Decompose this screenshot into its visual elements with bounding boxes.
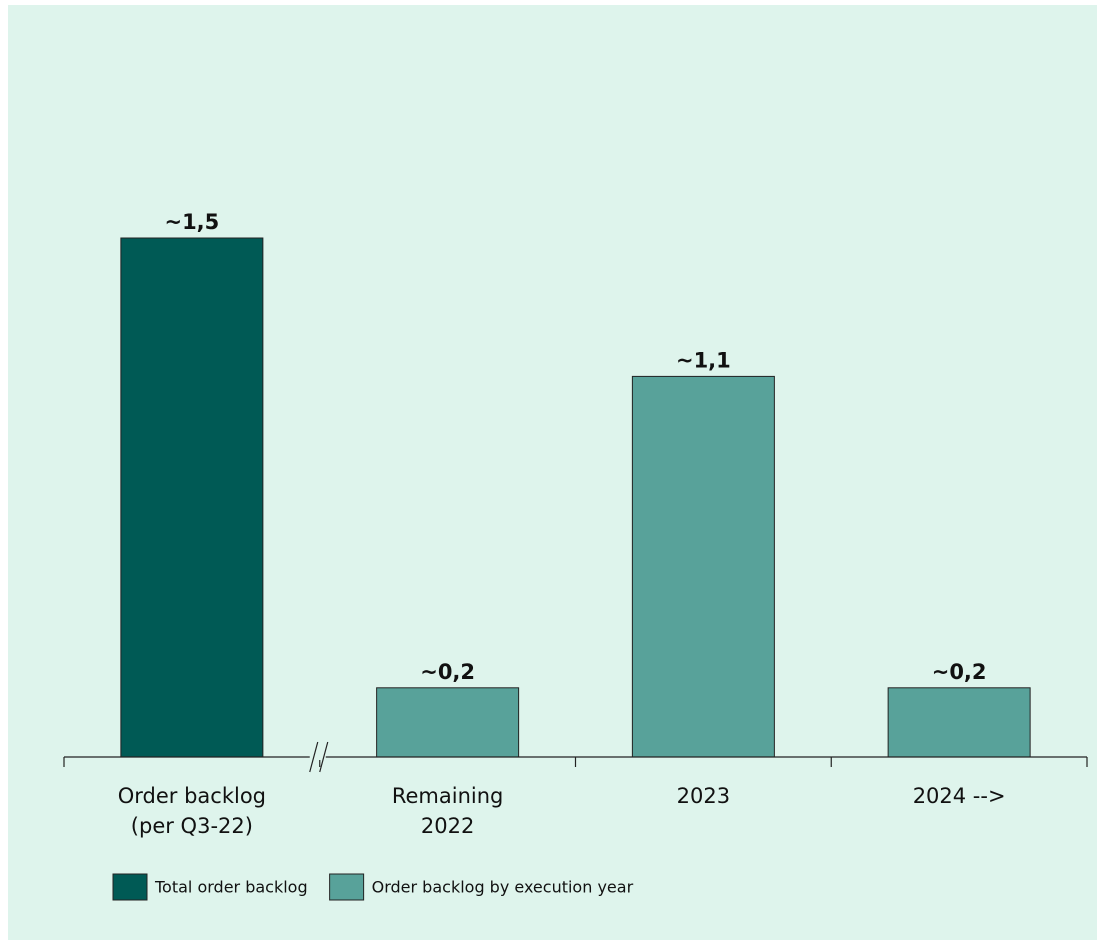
legend-swatch xyxy=(112,873,148,901)
legend-label: Order backlog by execution year xyxy=(372,878,634,897)
x-tick-label: Remaining 2022 xyxy=(391,784,504,838)
bar xyxy=(887,687,1031,758)
data-label: ~0,2 xyxy=(932,660,987,684)
axis-break xyxy=(309,741,319,773)
x-tick-label: Order backlog (per Q3-22) xyxy=(117,784,267,838)
bar xyxy=(631,375,775,758)
legend-swatch xyxy=(329,873,365,901)
legend-label: Total order backlog xyxy=(154,878,308,897)
bar xyxy=(120,237,264,758)
bar xyxy=(376,687,520,758)
axis-break xyxy=(319,741,329,773)
data-label: ~1,5 xyxy=(164,210,219,234)
data-label: ~0,2 xyxy=(420,660,475,684)
x-tick-label: 2024 --> xyxy=(912,784,1006,808)
data-label: ~1,1 xyxy=(676,348,731,372)
x-tick-label: 2023 xyxy=(676,784,731,808)
axis-break-gap xyxy=(309,754,326,760)
